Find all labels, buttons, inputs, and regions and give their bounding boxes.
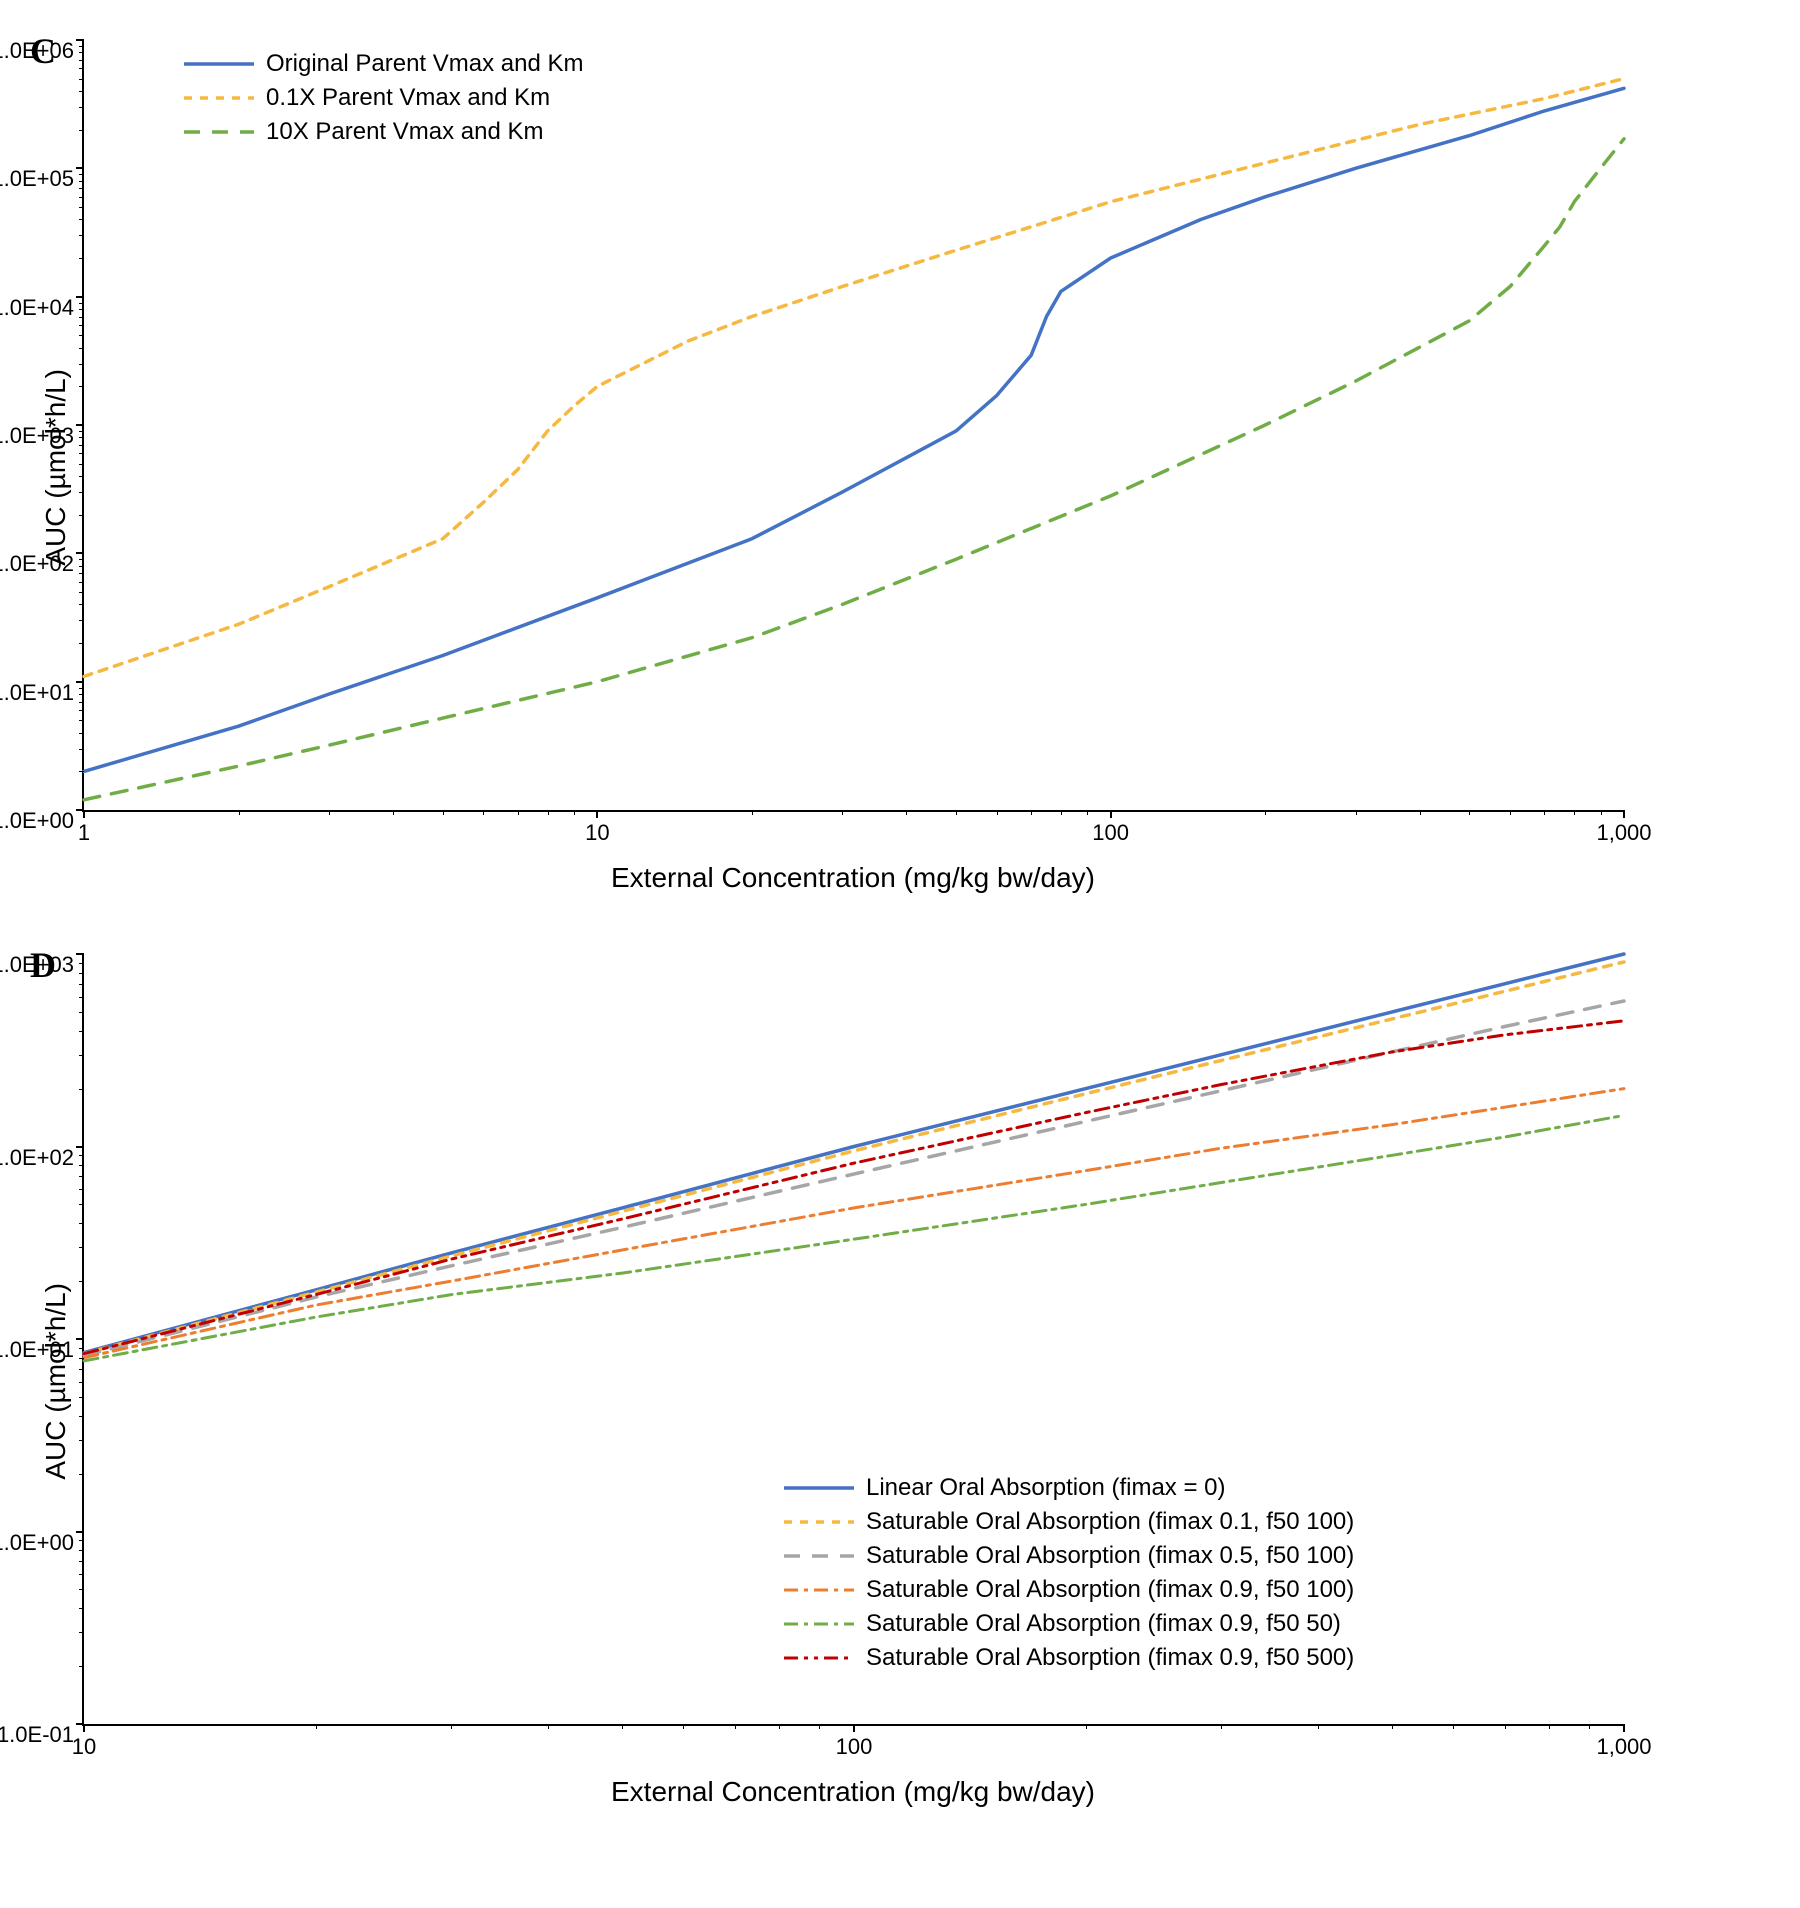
series-line — [84, 1021, 1624, 1354]
panel-d-xticks: 101001,000 — [84, 1734, 1624, 1764]
series-line — [84, 1001, 1624, 1356]
legend-label: Saturable Oral Absorption (fimax 0.9, f5… — [866, 1644, 1354, 1672]
panel-c-legend: Original Parent Vmax and Km 0.1X Parent V… — [184, 50, 583, 152]
ytick-label: 1.0E+00 — [0, 808, 74, 834]
series-line — [84, 1115, 1624, 1361]
legend-label: Linear Oral Absorption (fimax = 0) — [866, 1474, 1226, 1502]
ytick-label: 1.0E+00 — [0, 1530, 74, 1556]
legend-row: Saturable Oral Absorption (fimax 0.1, f5… — [784, 1508, 1354, 1536]
legend-swatch — [784, 1510, 854, 1534]
legend-label: Saturable Oral Absorption (fimax 0.5, f5… — [866, 1542, 1354, 1570]
ytick-label: 1.0E+05 — [0, 166, 74, 192]
series-line — [84, 962, 1624, 1354]
ytick-label: 1.0E+06 — [0, 38, 74, 64]
xtick-label: 10 — [585, 820, 609, 846]
ytick-label: 1.0E+03 — [0, 952, 74, 978]
legend-row: 10X Parent Vmax and Km — [184, 118, 583, 146]
ytick-label: 1.0E+04 — [0, 295, 74, 321]
legend-row: Saturable Oral Absorption (fimax 0.9, f5… — [784, 1644, 1354, 1672]
legend-swatch — [184, 52, 254, 76]
panel-c-yticks: 1.0E+001.0E+011.0E+021.0E+031.0E+041.0E+… — [0, 40, 74, 810]
ytick-label: 1.0E+02 — [0, 551, 74, 577]
xtick-label: 100 — [1092, 820, 1129, 846]
ytick-label: 1.0E+01 — [0, 1337, 74, 1363]
panel-c-xlabel: External Concentration (mg/kg bw/day) — [82, 862, 1624, 894]
panel-c-lines — [84, 40, 1624, 810]
legend-swatch — [784, 1612, 854, 1636]
panel-d-legend: Linear Oral Absorption (fimax = 0) Satura… — [784, 1474, 1354, 1678]
panel-c-plot-area: 1.0E+001.0E+011.0E+021.0E+031.0E+041.0E+… — [82, 40, 1624, 812]
panel-d-xlabel: External Concentration (mg/kg bw/day) — [82, 1776, 1624, 1808]
legend-label: 0.1X Parent Vmax and Km — [266, 84, 550, 112]
panel-d: D AUC (µmol*h/L) 1.0E-011.0E+001.0E+011.… — [40, 954, 1760, 1808]
panel-d-plot-area: 1.0E-011.0E+001.0E+011.0E+021.0E+03 1010… — [82, 954, 1624, 1726]
ytick-label: 1.0E+01 — [0, 680, 74, 706]
xtick-label: 10 — [72, 1734, 96, 1760]
panel-d-yticks: 1.0E-011.0E+001.0E+011.0E+021.0E+03 — [0, 954, 74, 1724]
xtick-label: 1 — [78, 820, 90, 846]
legend-row: Original Parent Vmax and Km — [184, 50, 583, 78]
series-line — [84, 79, 1624, 677]
series-line — [84, 88, 1624, 771]
legend-swatch — [784, 1544, 854, 1568]
legend-swatch — [784, 1646, 854, 1670]
legend-swatch — [184, 86, 254, 110]
legend-label: Saturable Oral Absorption (fimax 0.9, f5… — [866, 1610, 1341, 1638]
legend-label: Saturable Oral Absorption (fimax 0.1, f5… — [866, 1508, 1354, 1536]
legend-row: Saturable Oral Absorption (fimax 0.9, f5… — [784, 1576, 1354, 1604]
ytick-label: 1.0E+02 — [0, 1145, 74, 1171]
figure: C AUC (µmol*h/L) 1.0E+001.0E+011.0E+021.… — [40, 40, 1760, 1808]
legend-row: Saturable Oral Absorption (fimax 0.5, f5… — [784, 1542, 1354, 1570]
xtick-label: 1,000 — [1596, 820, 1651, 846]
panel-c-xticks: 1101001,000 — [84, 820, 1624, 850]
xtick-label: 100 — [836, 1734, 873, 1760]
legend-swatch — [784, 1578, 854, 1602]
legend-row: Linear Oral Absorption (fimax = 0) — [784, 1474, 1354, 1502]
xtick-label: 1,000 — [1596, 1734, 1651, 1760]
legend-label: 10X Parent Vmax and Km — [266, 118, 543, 146]
legend-swatch — [784, 1476, 854, 1500]
panel-c: C AUC (µmol*h/L) 1.0E+001.0E+011.0E+021.… — [40, 40, 1760, 894]
legend-swatch — [184, 120, 254, 144]
legend-row: Saturable Oral Absorption (fimax 0.9, f5… — [784, 1610, 1354, 1638]
legend-label: Original Parent Vmax and Km — [266, 50, 583, 78]
ytick-label: 1.0E+03 — [0, 423, 74, 449]
legend-label: Saturable Oral Absorption (fimax 0.9, f5… — [866, 1576, 1354, 1604]
legend-row: 0.1X Parent Vmax and Km — [184, 84, 583, 112]
ytick-label: 1.0E-01 — [0, 1722, 74, 1748]
